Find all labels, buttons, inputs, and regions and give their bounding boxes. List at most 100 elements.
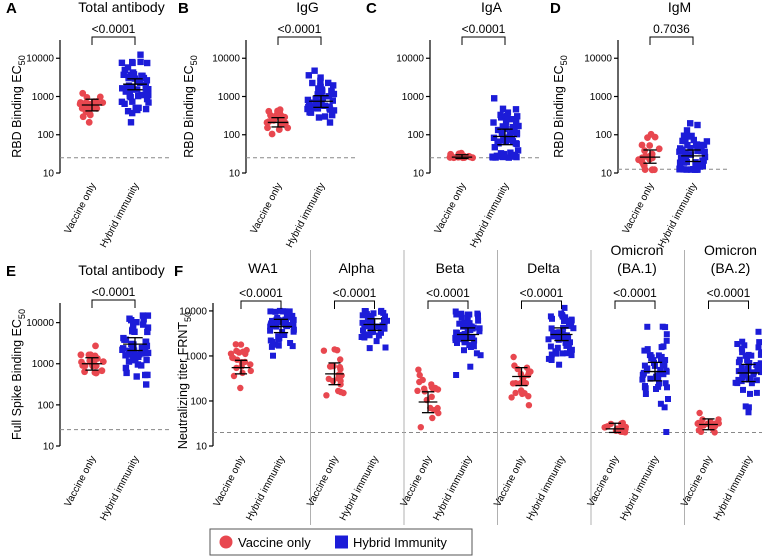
data-point-hybrid — [287, 340, 294, 346]
data-point-hybrid — [758, 369, 762, 376]
p-value-label: <0.0001 — [613, 286, 657, 300]
data-point-hybrid — [700, 157, 707, 164]
data-point-hybrid — [639, 372, 646, 378]
data-point-hybrid — [545, 336, 552, 343]
data-point-vaccine — [525, 393, 532, 400]
data-point-hybrid — [661, 404, 668, 411]
data-point-hybrid — [283, 313, 290, 320]
data-point-vaccine — [510, 353, 517, 361]
data-point-vaccine — [85, 118, 93, 126]
y-tick-label: 10 — [601, 169, 613, 180]
data-point-hybrid — [453, 372, 460, 378]
data-point-hybrid — [687, 151, 694, 158]
data-point-hybrid — [683, 127, 691, 134]
data-point-hybrid — [139, 72, 146, 79]
data-point-hybrid — [556, 361, 563, 368]
x-category-label: Hybrid immunity — [656, 181, 699, 249]
data-point-hybrid — [144, 312, 152, 319]
data-point-vaccine — [76, 100, 84, 108]
data-point-vaccine — [326, 363, 334, 370]
data-point-hybrid — [497, 111, 504, 119]
data-point-hybrid — [142, 371, 149, 379]
data-point-hybrid — [505, 154, 512, 161]
blue-square-icon — [335, 535, 348, 549]
y-tick-label: 10 — [196, 442, 208, 453]
data-point-hybrid — [658, 356, 664, 363]
data-point-hybrid — [657, 400, 664, 407]
data-point-hybrid — [697, 143, 705, 150]
subpanel-title-line2: (BA.1) — [617, 260, 657, 276]
data-point-vaccine — [273, 111, 280, 119]
data-point-hybrid — [143, 381, 150, 388]
data-point-hybrid — [134, 361, 142, 368]
data-point-vaccine — [320, 347, 328, 354]
data-point-hybrid — [658, 344, 665, 351]
data-point-hybrid — [477, 352, 484, 359]
data-point-hybrid — [659, 361, 666, 368]
data-point-vaccine — [276, 106, 284, 114]
data-point-hybrid — [268, 320, 275, 327]
data-point-hybrid — [653, 386, 659, 392]
data-point-vaccine — [238, 363, 245, 370]
data-point-hybrid — [642, 385, 649, 392]
data-point-hybrid — [504, 112, 511, 120]
data-point-hybrid — [321, 102, 329, 109]
data-point-hybrid — [499, 105, 507, 112]
data-point-hybrid — [305, 72, 312, 79]
data-point-hybrid — [690, 166, 697, 173]
data-point-hybrid — [503, 135, 510, 143]
data-point-hybrid — [378, 307, 385, 314]
data-point-hybrid — [508, 136, 515, 143]
data-point-hybrid — [457, 334, 464, 341]
subpanel-title: Delta — [527, 260, 560, 276]
data-point-hybrid — [470, 343, 477, 350]
panel-title: IgA — [481, 0, 503, 15]
panel-c: C IgA 10 100 1000 10000 <0.0001 Vaccine only Hyb… — [366, 0, 540, 250]
data-point-hybrid — [368, 329, 375, 336]
data-point-vaccine — [79, 113, 87, 121]
y-axis-label-main: RBD Binding EC — [10, 65, 24, 157]
data-point-hybrid — [370, 310, 377, 317]
data-point-hybrid — [735, 368, 742, 375]
data-point-hybrid — [452, 337, 459, 344]
data-point-vaccine — [646, 142, 654, 149]
data-point-hybrid — [664, 384, 670, 391]
data-point-hybrid — [281, 319, 288, 326]
data-point-hybrid — [561, 318, 567, 325]
data-point-vaccine — [325, 375, 332, 383]
y-tick-label: 1000 — [402, 92, 425, 103]
data-point-hybrid — [326, 119, 334, 126]
data-point-hybrid — [650, 357, 657, 364]
data-point-vaccine — [99, 99, 107, 106]
data-point-vaccine — [642, 152, 649, 160]
data-point-hybrid — [286, 308, 293, 315]
data-point-hybrid — [738, 365, 745, 371]
data-point-hybrid — [461, 319, 468, 326]
data-point-vaccine — [323, 392, 330, 399]
data-point-hybrid — [269, 339, 276, 345]
data-point-hybrid — [502, 124, 509, 131]
data-point-hybrid — [490, 134, 498, 141]
data-point-hybrid — [701, 153, 709, 161]
y-tick-label: 100 — [595, 130, 612, 141]
data-point-hybrid — [738, 345, 745, 352]
p-value-label: <0.0001 — [92, 22, 136, 36]
data-point-vaccine — [696, 409, 703, 417]
data-point-hybrid — [665, 396, 671, 402]
data-point-vaccine — [522, 380, 530, 387]
significance-bracket — [91, 299, 136, 308]
data-point-hybrid — [555, 335, 562, 342]
data-point-hybrid — [317, 74, 324, 81]
data-point-hybrid — [687, 145, 694, 152]
legend: Vaccine only Hybrid Immunity — [209, 528, 473, 556]
data-point-vaccine — [430, 386, 437, 393]
subpanel-title-line2: (BA.2) — [711, 260, 751, 276]
data-point-hybrid — [382, 344, 389, 351]
data-point-hybrid — [568, 346, 575, 353]
x-category-label: Vaccine only — [212, 454, 248, 509]
data-point-vaccine — [419, 376, 426, 384]
y-axis-label: RBD Binding EC50 — [552, 55, 569, 157]
